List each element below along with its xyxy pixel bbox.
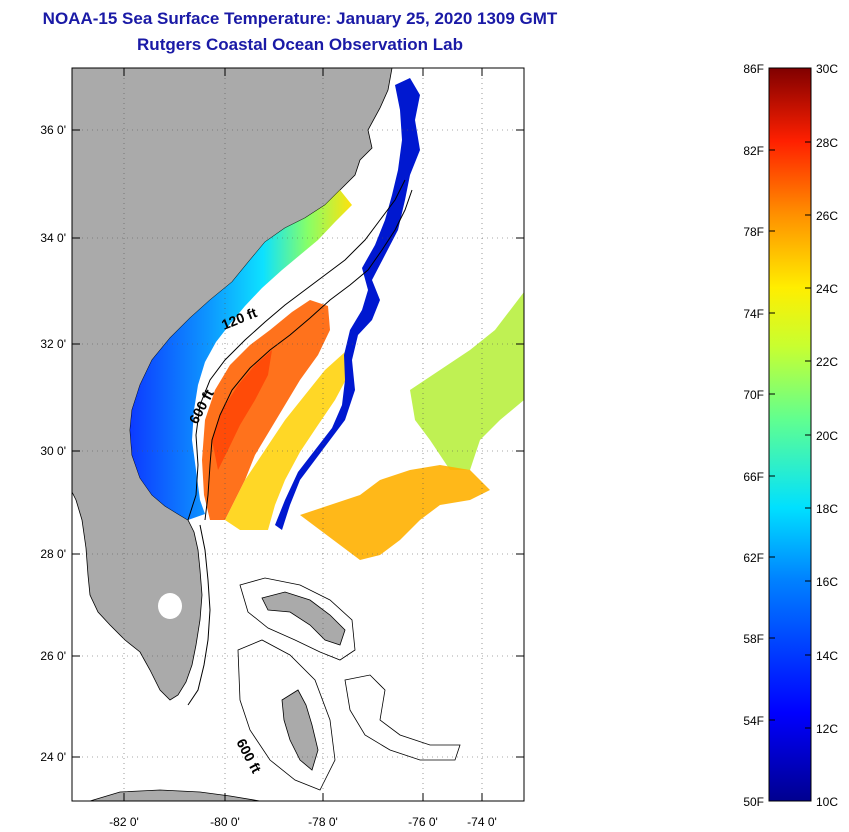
cuba-coast [89, 789, 261, 801]
map-tick-marks [72, 68, 524, 801]
lon-label-74: -74 0' [467, 815, 497, 829]
lat-label-26: 26 0' [40, 649, 66, 663]
colorbar-f-58: 58F [743, 632, 764, 646]
map-title: NOAA-15 Sea Surface Temperature: January… [42, 9, 558, 28]
contour-120ft [187, 179, 406, 521]
lon-label-76: -76 0' [408, 815, 438, 829]
colorbar-f-70: 70F [743, 388, 764, 402]
colorbar-c-16: 16C [816, 575, 838, 589]
colorbar-c-28: 28C [816, 136, 838, 150]
sst-colorbar [768, 67, 812, 802]
colorbar-f-54: 54F [743, 714, 764, 728]
sst-gulf-stream-yellow [225, 352, 350, 530]
map-frame [71, 67, 525, 802]
colorbar-f-50: 50F [743, 795, 764, 809]
bahamas-bank-outline-a [239, 577, 356, 661]
lat-label-36: 36 0' [40, 123, 66, 137]
colorbar-f-86: 86F [743, 62, 764, 76]
colorbar-f-66: 66F [743, 470, 764, 484]
colorbar-c-26: 26C [816, 209, 838, 223]
colorbar-c-20: 20C [816, 429, 838, 443]
map-graticule [72, 68, 524, 801]
lat-label-30: 30 0' [40, 444, 66, 458]
lake-okeechobee [158, 593, 182, 619]
sst-gulf-stream-red [212, 350, 272, 470]
colorbar-c-10: 10C [816, 795, 838, 809]
lat-label-32: 32 0' [40, 337, 66, 351]
colorbar-c-18: 18C [816, 502, 838, 516]
bahamas-island-north [261, 591, 346, 646]
contour-600ft [204, 189, 413, 521]
lon-label-82: -82 0' [109, 815, 139, 829]
colorbar-f-78: 78F [743, 225, 764, 239]
sst-offshore-patch-orange [300, 465, 490, 560]
colorbar-c-22: 22C [816, 355, 838, 369]
lat-label-24: 24 0' [40, 750, 66, 764]
colorbar-f-82: 82F [743, 144, 764, 158]
colorbar-f-74: 74F [743, 307, 764, 321]
sst-gulf-stream-warm [202, 300, 330, 520]
map-subtitle: Rutgers Coastal Ocean Observation Lab [137, 35, 463, 54]
lat-label-34: 34 0' [40, 231, 66, 245]
colorbar-c-30: 30C [816, 62, 838, 76]
sst-cold-edge [275, 78, 420, 530]
bahamas-bank-outline-b [237, 639, 336, 791]
colorbar-c-12: 12C [816, 722, 838, 736]
contour-florida-inner [187, 524, 211, 706]
lat-label-28: 28 0' [40, 547, 66, 561]
bahamas-bank-outline-c [344, 674, 461, 761]
lon-label-78: -78 0' [308, 815, 338, 829]
sst-offshore-patch-green [410, 292, 524, 470]
lon-label-80: -80 0' [210, 815, 240, 829]
sst-coastal-band [130, 190, 352, 520]
bahamas-island-andros [281, 689, 319, 771]
colorbar-ticks [769, 67, 811, 729]
colorbar-c-24: 24C [816, 282, 838, 296]
colorbar-f-62: 62F [743, 551, 764, 565]
colorbar-c-14: 14C [816, 649, 838, 663]
